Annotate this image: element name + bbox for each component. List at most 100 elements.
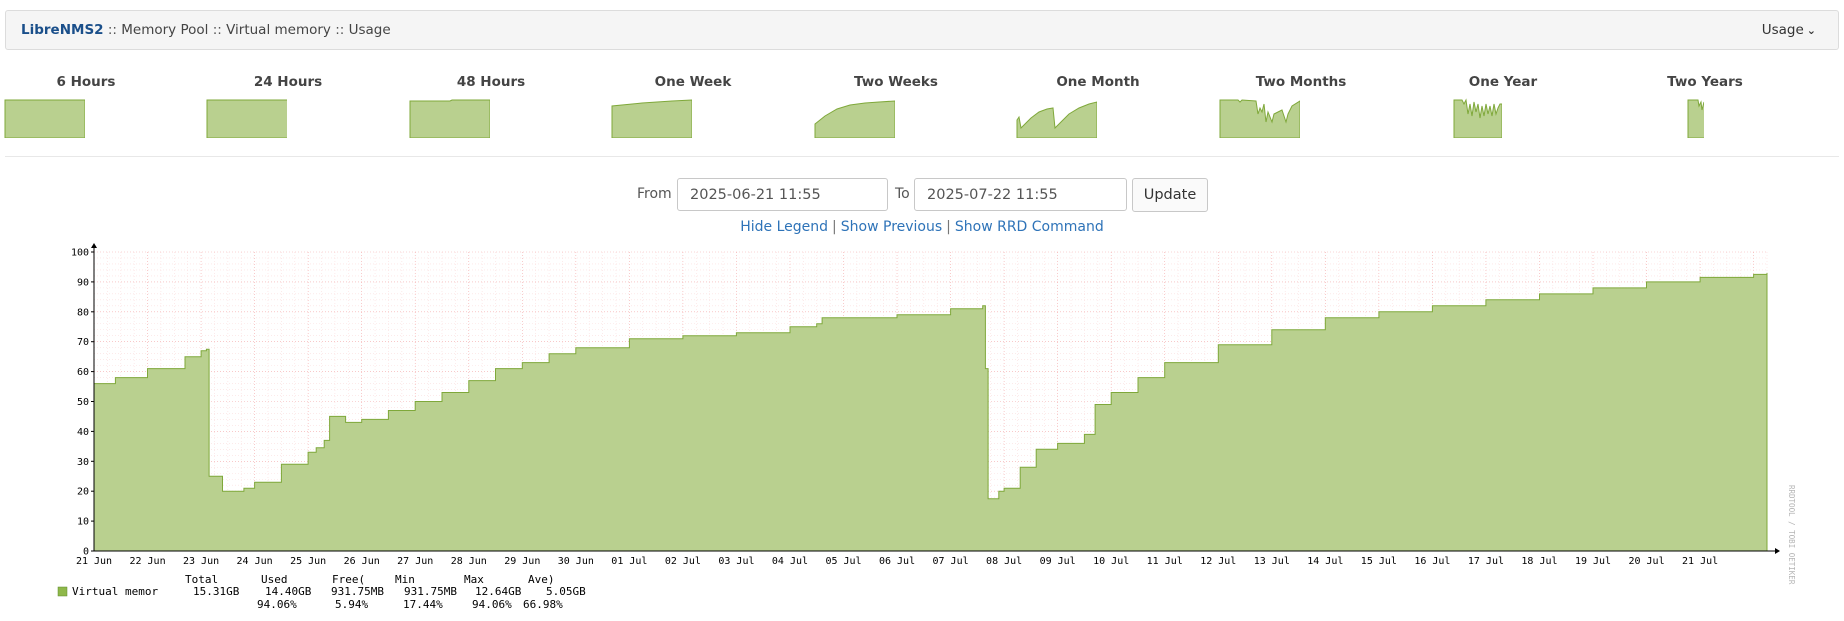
thumbnail-one-month[interactable]: One Month	[997, 72, 1199, 146]
thumbnail-graph	[1016, 101, 1097, 138]
thumbnail-graph	[814, 100, 895, 138]
thumbnail-graph	[409, 99, 490, 138]
rrdtool-watermark: RRDTOOL / TOBI OETIKER	[1787, 485, 1796, 585]
thumbnail-label: One Month	[1056, 74, 1140, 90]
legend-header-ave: Ave)	[528, 573, 555, 586]
thumbnail-two-years[interactable]: Two Years	[1604, 72, 1806, 146]
legend-used-percent: 94.06%	[257, 598, 297, 611]
device-hostname-link[interactable]: LibreNMS2	[21, 22, 104, 38]
x-tick-label: 08 Jul	[986, 556, 1022, 567]
legend-header-free: Free(	[332, 573, 365, 586]
y-tick-label: 0	[83, 547, 89, 558]
from-label: From	[637, 186, 672, 202]
x-tick-label: 22 Jun	[129, 556, 165, 567]
thumbnail-graph	[611, 99, 692, 138]
breadcrumb-memory-pool: Memory Pool	[121, 22, 209, 38]
x-tick-label: 21 Jun	[76, 556, 112, 567]
x-tick-label: 05 Jul	[825, 556, 861, 567]
x-tick-label: 04 Jul	[772, 556, 808, 567]
x-tick-label: 20 Jul	[1628, 556, 1664, 567]
hide-legend-link[interactable]: Hide Legend	[740, 219, 829, 235]
y-tick-label: 10	[77, 517, 89, 528]
legend-total-value: 15.31GB	[193, 585, 240, 598]
legend-header-max: Max	[464, 573, 484, 586]
x-tick-label: 11 Jul	[1147, 556, 1183, 567]
thumbnail-24-hours[interactable]: 24 Hours	[187, 72, 389, 146]
legend-max-percent: 94.06%	[472, 598, 512, 611]
x-tick-label: 10 Jul	[1093, 556, 1129, 567]
thumbnail-6-hours[interactable]: 6 Hours	[0, 72, 187, 146]
memory-usage-graph: 0 10 20 30 40 50 60 70 80 90 100 21 Jun 22 Jun 23 Ju…	[57, 243, 1796, 611]
thumbnail-one-year[interactable]: One Year	[1402, 72, 1604, 146]
thumbnail-label: Two Weeks	[854, 74, 938, 90]
thumbnail-label: Two Months	[1255, 74, 1347, 90]
thumbnail-label: 24 Hours	[253, 74, 323, 90]
thumbnail-graph	[1219, 99, 1300, 138]
x-tick-label: 23 Jun	[183, 556, 219, 567]
show-previous-link[interactable]: Show Previous	[840, 219, 943, 235]
legend: Total Used Free( Min Max Ave) Virtual me…	[57, 573, 586, 611]
chevron-down-icon: ⌄	[1806, 24, 1816, 37]
usage-area	[93, 272, 1768, 552]
breadcrumb-separator: ::	[212, 22, 222, 38]
x-tick-label: 18 Jul	[1521, 556, 1557, 567]
to-date-input[interactable]	[914, 178, 1127, 211]
y-tick-label: 70	[77, 337, 89, 348]
x-tick-label: 30 Jun	[558, 556, 594, 567]
x-tick-label: 06 Jul	[879, 556, 915, 567]
thumbnail-label: One Week	[654, 74, 732, 90]
x-tick-label: 25 Jun	[290, 556, 326, 567]
x-tick-label: 01 Jul	[611, 556, 647, 567]
thumbnail-graph	[4, 99, 85, 138]
x-tick-label: 02 Jul	[665, 556, 701, 567]
legend-ave-value: 5.05GB	[546, 585, 586, 598]
x-tick-label: 26 Jun	[344, 556, 380, 567]
x-axis-arrow-icon	[1775, 548, 1780, 554]
legend-free-percent: 5.94%	[335, 598, 368, 611]
legend-min-value: 931.75MB	[404, 585, 457, 598]
x-tick-label: 16 Jul	[1414, 556, 1450, 567]
x-tick-label: 15 Jul	[1361, 556, 1397, 567]
x-tick-label: 19 Jul	[1575, 556, 1611, 567]
thumbnail-two-weeks[interactable]: Two Weeks	[795, 72, 997, 146]
graph-type-dropdown-label: Usage	[1761, 22, 1804, 38]
thumbnail-48-hours[interactable]: 48 Hours	[390, 72, 592, 146]
y-axis-arrow-icon	[91, 243, 97, 248]
y-tick-label: 80	[77, 307, 89, 318]
show-rrd-command-link[interactable]: Show RRD Command	[954, 219, 1104, 235]
legend-free-value: 931.75MB	[331, 585, 384, 598]
breadcrumb-separator: ::	[335, 22, 345, 38]
graph-type-dropdown[interactable]: Usage ⌄	[1762, 22, 1816, 38]
x-tick-label: 21 Jul	[1682, 556, 1718, 567]
thumbnail-graph	[1453, 98, 1502, 138]
x-tick-label: 14 Jul	[1307, 556, 1343, 567]
legend-header-total: Total	[185, 573, 218, 586]
x-tick-label: 28 Jun	[451, 556, 487, 567]
x-tick-label: 12 Jul	[1200, 556, 1236, 567]
legend-header-min: Min	[395, 573, 415, 586]
graph-links: Hide Legend | Show Previous | Show RRD Comma…	[0, 219, 1844, 235]
link-separator: |	[832, 219, 837, 235]
page-header: LibreNMS2 :: Memory Pool :: Virtual memo…	[5, 10, 1839, 50]
to-label: To	[895, 186, 910, 202]
breadcrumb: LibreNMS2 :: Memory Pool :: Virtual memo…	[21, 22, 391, 38]
update-button[interactable]: Update	[1132, 178, 1208, 212]
x-tick-label: 24 Jun	[237, 556, 273, 567]
y-tick-label: 90	[77, 277, 89, 288]
breadcrumb-usage: Usage	[348, 22, 391, 38]
y-tick-label: 40	[77, 427, 89, 438]
from-date-input[interactable]	[677, 178, 888, 211]
y-tick-label: 30	[77, 457, 89, 468]
x-tick-label: 09 Jul	[1040, 556, 1076, 567]
thumbnail-graph	[206, 99, 287, 138]
legend-min-percent: 17.44%	[403, 598, 443, 611]
legend-used-value: 14.40GB	[265, 585, 312, 598]
link-separator: |	[946, 219, 951, 235]
thumbnail-one-week[interactable]: One Week	[592, 72, 794, 146]
thumbnail-label: 6 Hours	[56, 74, 116, 90]
thumbnail-graph	[1687, 99, 1704, 138]
legend-ave-percent: 66.98%	[523, 598, 563, 611]
thumbnail-two-months[interactable]: Two Months	[1200, 72, 1402, 146]
thumbnail-label: One Year	[1468, 74, 1538, 90]
axes	[91, 243, 1780, 554]
